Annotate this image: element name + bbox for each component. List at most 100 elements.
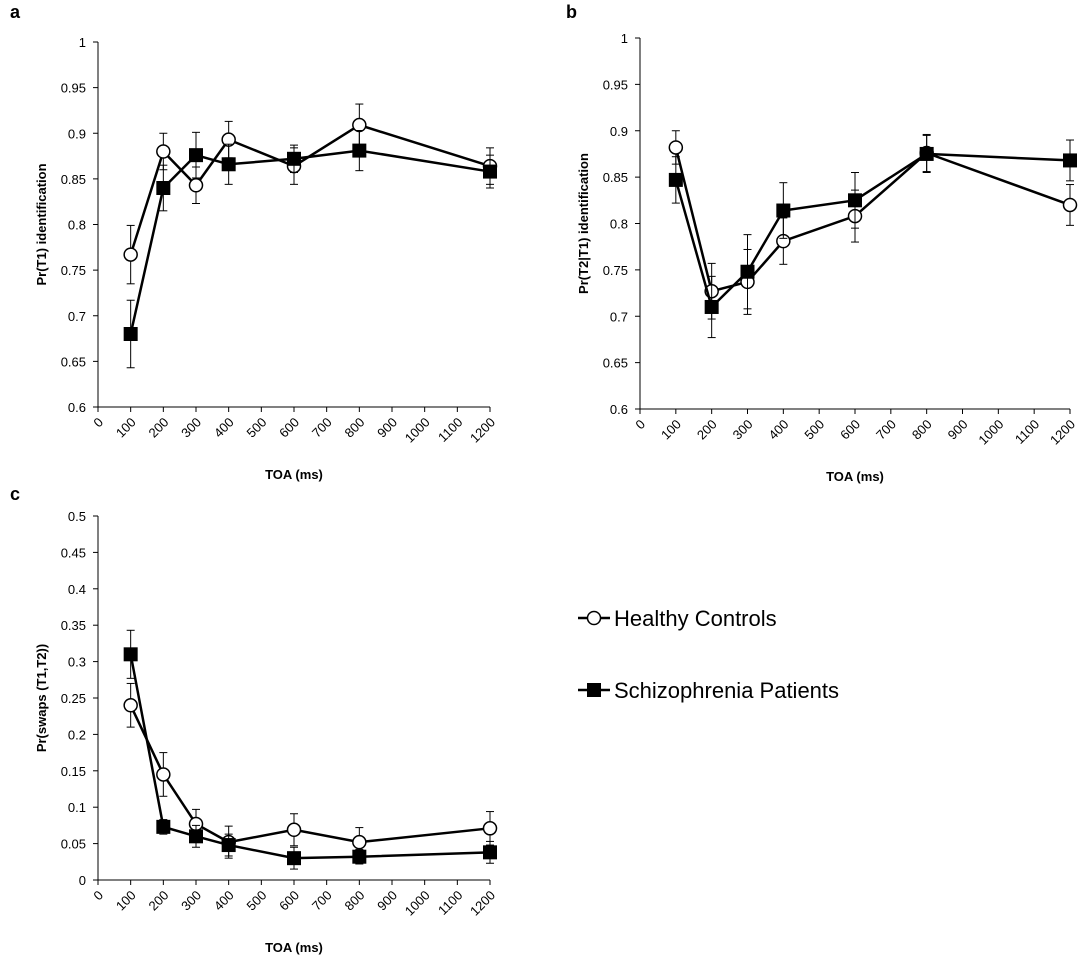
- legend-label: Schizophrenia Patients: [614, 678, 839, 703]
- y-axis-label: Pr(T2|T1) identification: [576, 153, 591, 294]
- x-tick-label: 600: [276, 888, 302, 914]
- y-tick-label: 0.45: [61, 545, 86, 560]
- point: [483, 164, 497, 179]
- y-tick-label: 0.25: [61, 691, 86, 706]
- point: [287, 851, 301, 866]
- y-tick-label: 0.65: [61, 354, 86, 369]
- y-tick-label: 0.3: [68, 655, 86, 670]
- panel-label: c: [10, 484, 20, 504]
- y-tick-label: 0.5: [68, 509, 86, 524]
- x-tick-label: 500: [244, 888, 270, 914]
- x-tick-label: 400: [211, 888, 237, 914]
- y-tick-label: 0.7: [68, 309, 86, 324]
- panel-label: b: [566, 2, 577, 22]
- y-tick-label: 0.75: [603, 263, 628, 278]
- y-tick-label: 0.9: [610, 124, 628, 139]
- point: [776, 203, 791, 218]
- point: [188, 178, 204, 193]
- y-tick-label: 0.75: [61, 263, 86, 278]
- point: [919, 146, 934, 161]
- point: [352, 834, 367, 850]
- x-axis-label: TOA (ms): [265, 940, 323, 955]
- point: [483, 845, 497, 860]
- x-tick-label: 400: [211, 415, 237, 441]
- point: [156, 819, 171, 834]
- point: [156, 767, 171, 782]
- point: [123, 327, 138, 341]
- point: [123, 247, 138, 262]
- series-line: [129, 149, 491, 335]
- point: [740, 264, 755, 279]
- x-tick-label: 800: [342, 415, 368, 441]
- y-tick-label: 0.95: [61, 81, 86, 96]
- series-line: [674, 152, 1071, 310]
- point: [352, 143, 367, 158]
- point: [156, 144, 171, 159]
- y-tick-label: 0.4: [68, 582, 86, 597]
- y-tick-label: 0.95: [603, 77, 628, 92]
- point: [352, 849, 367, 864]
- x-tick-label: 0: [90, 888, 106, 904]
- y-tick-label: 0.1: [68, 800, 86, 815]
- point: [352, 117, 367, 133]
- point: [123, 647, 138, 662]
- x-axis-label: TOA (ms): [265, 467, 323, 482]
- point: [221, 838, 236, 853]
- y-tick-label: 0.8: [610, 217, 628, 232]
- x-tick-label: 400: [766, 417, 792, 443]
- legend-marker: [586, 610, 602, 626]
- x-tick-label: 1200: [467, 888, 498, 919]
- y-tick-label: 0.15: [61, 764, 86, 779]
- series-line: [674, 147, 1071, 293]
- x-tick-label: 900: [945, 417, 971, 443]
- x-tick-label: 0: [90, 415, 106, 431]
- x-axis-label: TOA (ms): [826, 469, 884, 484]
- x-tick-label: 900: [374, 888, 400, 914]
- x-tick-label: 0: [632, 417, 648, 433]
- x-tick-label: 1100: [435, 415, 465, 445]
- x-tick-label: 600: [837, 417, 863, 443]
- point: [287, 151, 301, 166]
- x-tick-label: 700: [309, 415, 335, 441]
- x-tick-label: 200: [694, 417, 720, 443]
- legend-label: Healthy Controls: [614, 606, 777, 631]
- point: [668, 140, 684, 155]
- x-tick-label: 300: [178, 888, 204, 914]
- x-tick-label: 1100: [1012, 417, 1042, 447]
- y-tick-label: 0: [79, 873, 86, 888]
- x-tick-label: 800: [342, 888, 368, 914]
- x-tick-label: 100: [658, 417, 684, 443]
- y-tick-label: 0.8: [68, 218, 86, 233]
- y-tick-label: 0.65: [603, 356, 628, 371]
- panel-label: a: [10, 2, 21, 22]
- x-tick-label: 900: [374, 415, 400, 441]
- y-tick-label: 0.9: [68, 126, 86, 141]
- point: [221, 157, 236, 172]
- point: [668, 172, 683, 187]
- x-tick-label: 700: [309, 888, 335, 914]
- x-tick-label: 1000: [402, 415, 433, 446]
- point: [704, 299, 719, 314]
- x-tick-label: 500: [801, 417, 827, 443]
- series-line: [129, 123, 491, 255]
- series-line: [129, 654, 491, 860]
- y-axis-label: Pr(T1) identification: [34, 163, 49, 285]
- y-tick-label: 0.7: [610, 309, 628, 324]
- y-tick-label: 0.85: [61, 172, 86, 187]
- x-tick-label: 300: [730, 417, 756, 443]
- y-axis-label: Pr(swaps (T1,T2)): [34, 644, 49, 752]
- x-tick-label: 1200: [1047, 417, 1078, 448]
- y-tick-label: 1: [79, 35, 86, 50]
- x-tick-label: 700: [873, 417, 899, 443]
- point: [848, 193, 862, 208]
- x-tick-label: 1000: [975, 417, 1006, 448]
- x-tick-label: 600: [276, 415, 302, 441]
- y-tick-label: 0.6: [68, 400, 86, 415]
- point: [286, 822, 302, 838]
- x-tick-label: 1000: [402, 888, 433, 919]
- x-tick-label: 800: [909, 417, 935, 443]
- y-tick-label: 0.6: [610, 402, 628, 417]
- x-tick-label: 1100: [435, 888, 465, 918]
- point: [1063, 153, 1077, 168]
- point: [189, 829, 203, 844]
